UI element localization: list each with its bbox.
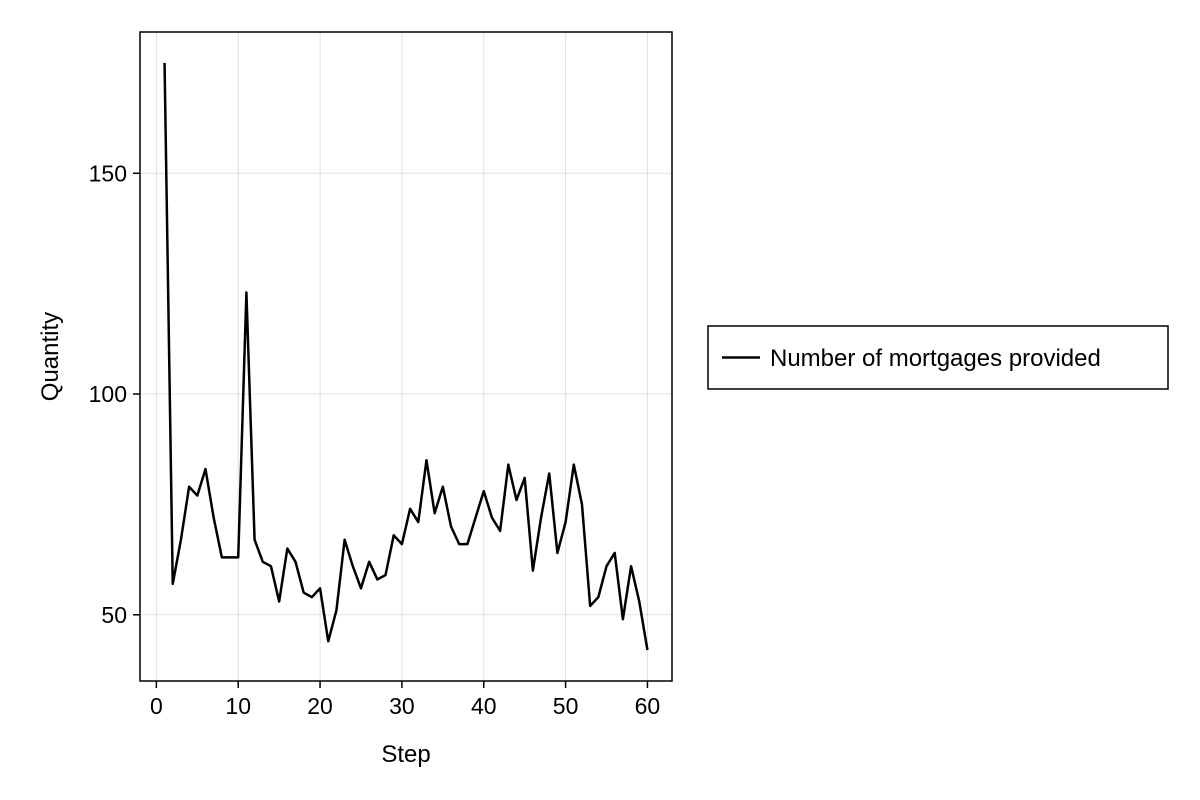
x-tick-label: 0 xyxy=(150,693,163,719)
x-tick-label: 30 xyxy=(389,693,415,719)
y-tick-label: 150 xyxy=(89,160,127,186)
series-layer xyxy=(163,62,649,651)
x-axis-title: Step xyxy=(381,741,430,768)
plot-frame xyxy=(139,31,673,682)
axis-ticks xyxy=(133,172,649,688)
grid-lines xyxy=(140,32,672,681)
legend-label: Number of mortgages provided xyxy=(770,345,1101,372)
y-axis-title: Quantity xyxy=(37,312,64,401)
y-tick-label: 100 xyxy=(89,381,127,407)
legend: Number of mortgages provided xyxy=(707,325,1169,390)
y-tick-label: 50 xyxy=(101,602,127,628)
legend-box xyxy=(707,325,1169,390)
x-tick-label: 60 xyxy=(635,693,661,719)
series-line-mortgages xyxy=(163,62,649,651)
tick-labels: 0 10 20 30 40 50 60 50 100 150 xyxy=(89,160,661,719)
x-tick-label: 20 xyxy=(307,693,333,719)
x-tick-label: 10 xyxy=(225,693,251,719)
x-tick-label: 50 xyxy=(553,693,579,719)
x-tick-label: 40 xyxy=(471,693,497,719)
